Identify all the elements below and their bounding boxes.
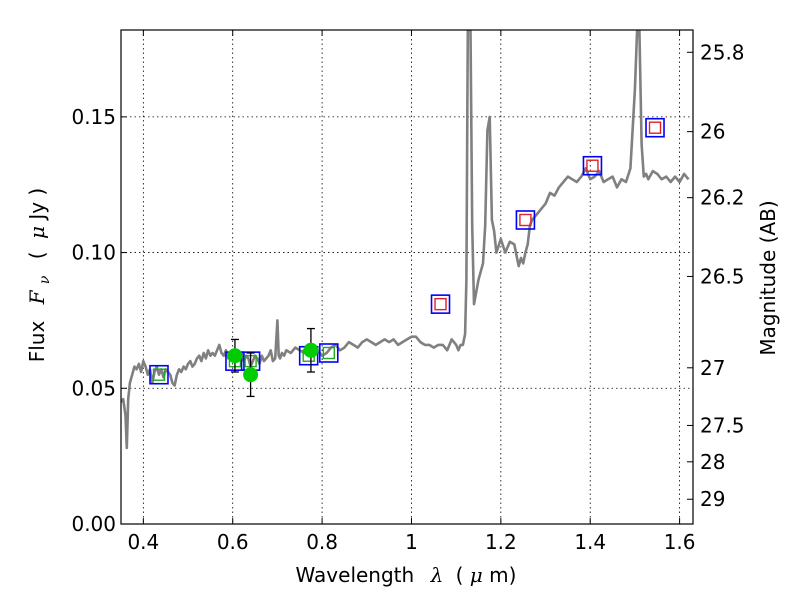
y2-tick-label: 26 [700,120,725,144]
y2-tick-label: 29 [700,487,725,511]
x-axis-title: Wavelength λ ( μ m) [296,563,517,587]
y-axis-ticks: 0.00 0.05 0.10 0.15 [71,105,127,536]
photometry-box [318,343,339,363]
y-tick-label: 0.10 [71,241,116,265]
x-tick-label: 0.8 [306,530,338,554]
photometry-box [515,210,536,230]
photometry-box-outer [149,364,169,385]
observed-points [227,327,319,398]
observed-point [303,327,319,373]
photometry-box-inner [586,159,599,172]
y2-tick-label: 28 [700,450,725,474]
observed-point-marker [243,367,259,383]
photometry-box-outer [430,294,451,314]
y-axis-title-unit-rest: Jy ) [25,188,49,222]
observed-point [227,338,243,373]
x-axis-ticks: 0.4 0.6 0.8 1 1.2 1.4 1.6 [127,30,696,554]
photometry-box-outer [318,343,339,363]
photometry-box [149,364,169,385]
y2-tick-label: 27 [700,356,725,380]
observed-point-marker [303,342,319,358]
y2-tick-label: 27.5 [700,413,745,437]
y-axis-title-unit-mu: μ [25,226,49,239]
y2-axis-ticks: 25.8 26 26.2 26.5 27 27.5 28 29 [687,40,745,511]
photometry-box-outer [645,117,665,138]
x-tick-label: 1.6 [664,530,696,554]
x-tick-label: 1.2 [485,530,517,554]
y-axis-title: Flux F ν ( μ Jy ) [25,188,54,363]
y-axis-title-unit-open: ( [25,251,49,259]
photometry-box-inner [434,297,447,311]
y-axis-title-prefix: Flux [25,321,49,363]
photometry-boxes [149,117,665,385]
photometry-box-inner [322,346,335,360]
x-tick-label: 1.4 [574,530,606,554]
x-axis-title-unit-rest: m) [489,563,516,587]
x-axis-title-symbol: λ [430,563,444,587]
y2-tick-label: 25.8 [700,40,745,64]
x-axis-title-prefix: Wavelength [296,563,415,587]
spectrum-line [121,30,690,450]
x-tick-label: 0.4 [127,530,159,554]
photometry-box-inner [152,368,166,381]
observed-point-marker [227,348,243,364]
grid-lines [121,30,693,524]
photometry-box [645,117,665,138]
x-tick-label: 1 [405,530,418,554]
x-axis-title-unit-mu: μ [470,563,483,587]
x-axis-title-unit-open: ( [456,563,464,587]
y2-tick-label: 26.5 [700,264,745,288]
y-axis-title-subscript: ν [37,275,53,284]
photometry-box-outer [582,155,603,176]
x-tick-label: 0.6 [217,530,249,554]
y-axis-title-symbol: F [25,289,49,305]
observed-point [243,352,259,398]
y-tick-label: 0.05 [71,376,116,400]
photometry-box-inner [648,121,662,134]
y2-tick-label: 26.2 [700,186,745,210]
y-tick-label: 0.00 [71,512,116,536]
photometry-box [430,294,451,314]
plot-frame [120,29,694,525]
photometry-box-outer [515,210,536,230]
photometry-box-inner [519,213,532,227]
y-tick-label: 0.15 [71,105,116,129]
y2-axis-title: Magnitude (AB) [756,200,780,355]
photometry-box [582,155,603,176]
spectrum-layer [121,30,690,450]
